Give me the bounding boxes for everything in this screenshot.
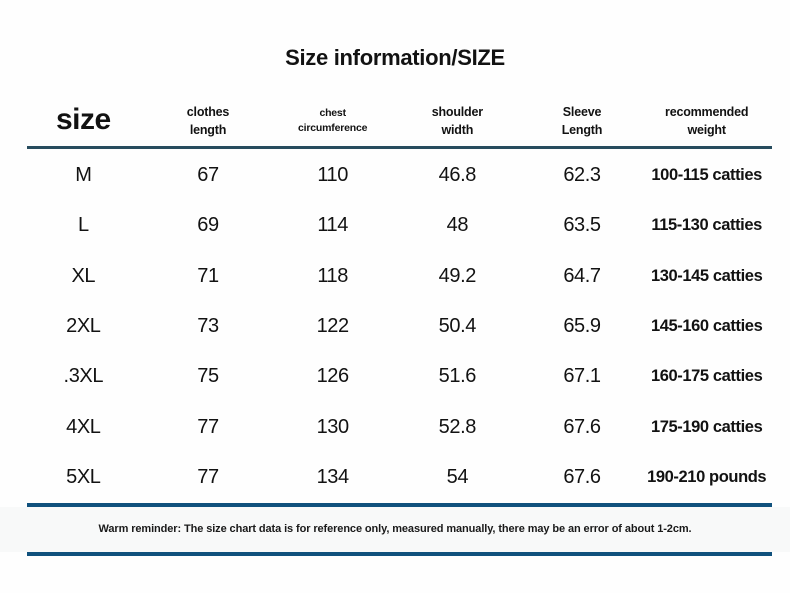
header-line: Length xyxy=(561,123,603,137)
recommended-weight-value: 160-175 catties xyxy=(650,367,763,386)
header-line: shoulder xyxy=(431,104,483,119)
size-table-body: M 67 110 46.8 62.3 100-115 catties L 69 … xyxy=(21,150,769,503)
table-bottom-divider xyxy=(27,503,772,507)
table-row: .3XL 75 126 51.6 67.1 160-175 catties xyxy=(21,352,769,402)
clothes-length-value: 77 xyxy=(197,415,219,438)
sleeve-length-value: 67.1 xyxy=(563,365,601,388)
chest-circumference-value: 114 xyxy=(317,214,348,237)
sleeve-length-value: 65.9 xyxy=(563,314,601,337)
clothes-length-value: 77 xyxy=(197,466,219,489)
clothes-length-value: 71 xyxy=(197,264,219,287)
shoulder-width-value: 48 xyxy=(446,214,469,237)
recommended-weight-value: 175-190 catties xyxy=(650,417,763,436)
size-value: 2XL xyxy=(66,314,101,337)
column-header-shoulder-width: shoulder width xyxy=(395,103,520,139)
reminder-band: Warm reminder: The size chart data is fo… xyxy=(0,507,790,552)
recommended-weight-value: 100-115 catties xyxy=(651,165,762,184)
page-title: Size information/SIZE xyxy=(285,45,505,70)
chest-circumference-value: 130 xyxy=(316,415,350,438)
clothes-length-value: 75 xyxy=(197,365,219,388)
size-value: 5XL xyxy=(66,466,101,489)
clothes-length-value: 69 xyxy=(197,214,219,237)
table-row: XL 71 118 49.2 64.7 130-145 catties xyxy=(21,251,769,301)
recommended-weight-value: 115-130 catties xyxy=(651,216,762,235)
chest-circumference-value: 122 xyxy=(316,314,350,337)
header-line: length xyxy=(189,123,227,137)
shoulder-width-value: 46.8 xyxy=(438,163,477,186)
column-header-sleeve-length: Sleeve Length xyxy=(520,103,645,139)
column-header-size: size xyxy=(55,103,111,137)
recommended-weight-value: 190-210 pounds xyxy=(647,468,767,487)
sleeve-length-value: 64.7 xyxy=(563,264,601,287)
sleeve-length-value: 67.6 xyxy=(563,415,601,438)
header-line: Sleeve xyxy=(562,104,602,119)
table-row: L 69 114 48 63.5 115-130 catties xyxy=(21,200,769,250)
size-value: .3XL xyxy=(63,365,104,388)
column-header-clothes-length: clothes length xyxy=(146,103,271,139)
column-header-chest-circumference: chest circumference xyxy=(270,106,395,136)
shoulder-width-value: 50.4 xyxy=(438,314,477,337)
chest-circumference-value: 134 xyxy=(316,466,350,489)
header-line: width xyxy=(441,123,474,137)
header-divider xyxy=(27,146,772,149)
footer-divider xyxy=(27,552,772,556)
header-line: clothes xyxy=(186,104,230,119)
sleeve-length-value: 63.5 xyxy=(563,214,601,237)
header-line: recommended xyxy=(665,104,749,119)
clothes-length-value: 73 xyxy=(197,314,219,337)
clothes-length-value: 67 xyxy=(197,163,219,186)
table-header-row: size clothes length chest circumference … xyxy=(21,96,769,146)
size-value: L xyxy=(77,214,89,237)
header-line: circumference xyxy=(298,122,368,134)
shoulder-width-value: 54 xyxy=(446,466,469,489)
header-line: weight xyxy=(687,123,726,137)
recommended-weight-value: 145-160 catties xyxy=(650,316,763,335)
sleeve-length-value: 67.6 xyxy=(563,466,601,489)
table-row: 2XL 73 122 50.4 65.9 145-160 catties xyxy=(21,301,769,351)
table-row: M 67 110 46.8 62.3 100-115 catties xyxy=(21,150,769,200)
shoulder-width-value: 51.6 xyxy=(438,365,477,388)
recommended-weight-value: 130-145 catties xyxy=(650,266,763,285)
chest-circumference-value: 118 xyxy=(317,264,348,287)
shoulder-width-value: 52.8 xyxy=(438,415,477,438)
table-row: 4XL 77 130 52.8 67.6 175-190 catties xyxy=(21,402,769,452)
chest-circumference-value: 110 xyxy=(317,163,348,186)
sleeve-length-value: 62.3 xyxy=(563,163,601,186)
chest-circumference-value: 126 xyxy=(316,365,350,388)
header-line: chest xyxy=(319,106,346,119)
shoulder-width-value: 49.2 xyxy=(438,264,477,287)
size-value: M xyxy=(75,163,92,186)
reminder-text: Warm reminder: The size chart data is fo… xyxy=(98,523,692,535)
table-row: 5XL 77 134 54 67.6 190-210 pounds xyxy=(21,453,769,503)
column-header-recommended-weight: recommended weight xyxy=(644,103,769,139)
size-value: 4XL xyxy=(66,415,101,438)
size-value: XL xyxy=(71,264,96,287)
